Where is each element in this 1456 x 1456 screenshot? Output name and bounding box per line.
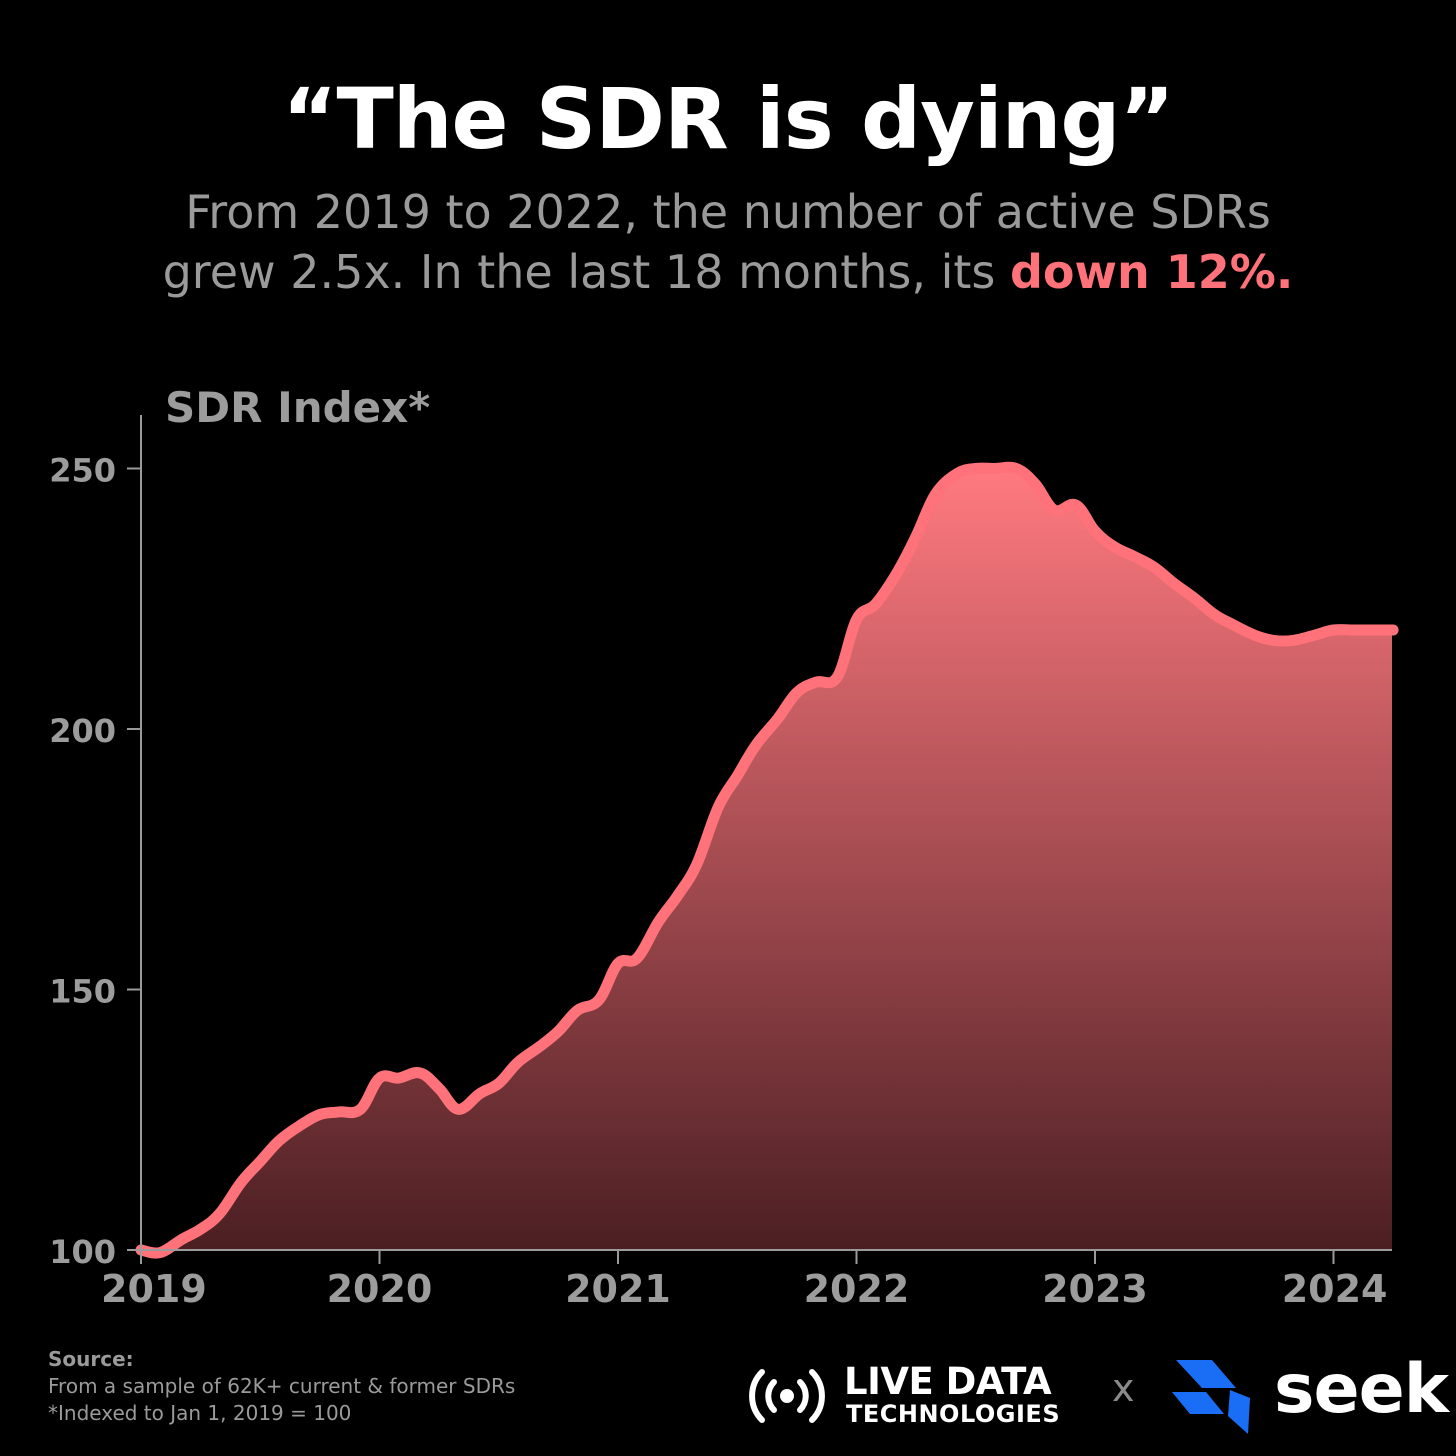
y-tick-label: 100 [49,1233,116,1271]
seek-logo: seek [1172,1350,1449,1434]
subtitle-line-2: grew 2.5x. In the last 18 months, its do… [0,242,1456,302]
sdr-index-line [135,461,1399,1259]
broadcast-icon [749,1369,825,1423]
subtitle-line-2-text: grew 2.5x. In the last 18 months, its [162,245,1010,299]
sdr-index-area [141,467,1394,1254]
x-tick-label: 2024 [1282,1267,1388,1311]
ldt-name: LIVE DATA [844,1360,1052,1403]
x-tick-label: 2020 [327,1267,433,1311]
x-tick-labels: 2019 2020 2021 2022 2023 2024 [101,1250,1388,1311]
subtitle-line-1: From 2019 to 2022, the number of active … [185,185,1271,239]
ldt-sub: TECHNOLOGIES [846,1400,1061,1428]
x-tick-label: 2023 [1042,1267,1148,1311]
source-line-1: From a sample of 62K+ current & former S… [48,1374,516,1398]
y-tick-label: 150 [49,973,116,1011]
source-label: Source: [48,1347,134,1371]
source-line-2: *Indexed to Jan 1, 2019 = 100 [48,1401,352,1425]
x-tick-label: 2021 [565,1267,671,1311]
chart-subtitle: From 2019 to 2022, the number of active … [0,182,1456,302]
logo-separator: x [1112,1366,1135,1410]
x-tick-label: 2019 [101,1267,207,1311]
area-fill-layer [135,461,1399,1259]
y-tick-labels: 100 150 200 250 [49,452,141,1271]
y-axis-label: SDR Index* [165,383,430,432]
subtitle-highlight: down 12%. [1010,245,1294,299]
live-data-technologies-logo: LIVE DATA TECHNOLOGIES [744,1360,1084,1430]
y-tick-label: 200 [49,712,116,750]
chart-title: “The SDR is dying” [282,70,1175,168]
source-note: Source: From a sample of 62K+ current & … [48,1346,515,1427]
y-tick-label: 250 [49,452,116,490]
seek-mark-icon [1172,1360,1250,1434]
seek-wordmark: seek [1274,1350,1449,1429]
x-tick-label: 2022 [804,1267,910,1311]
